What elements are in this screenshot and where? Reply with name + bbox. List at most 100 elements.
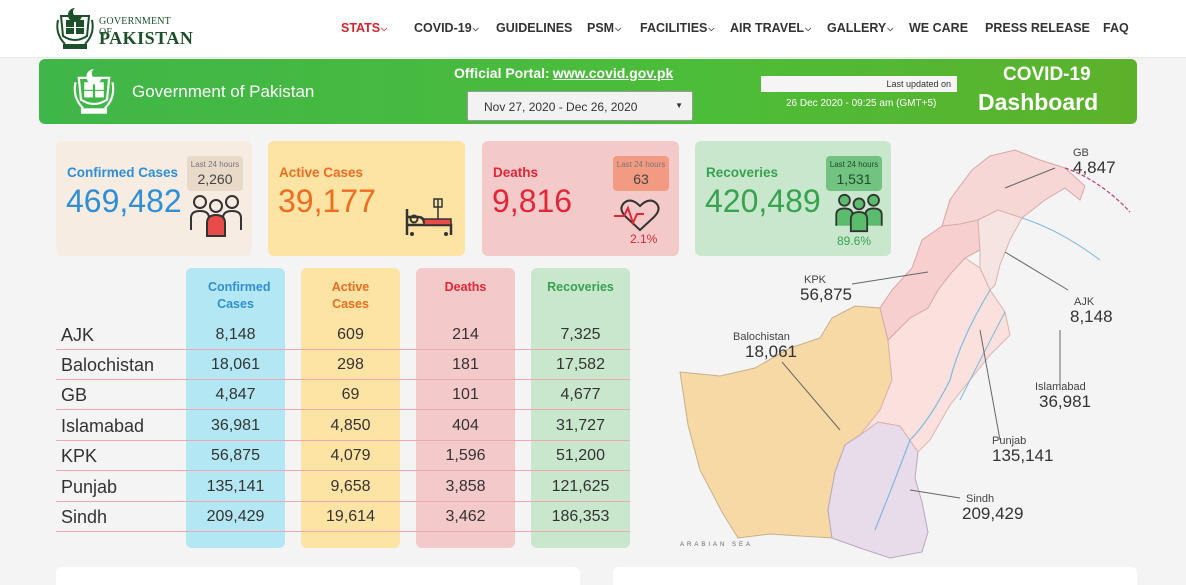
map-label-value: 209,429	[962, 504, 1024, 523]
chevron-down-icon: ⌵	[805, 24, 812, 33]
logo-line1: GOVERNMENT OF	[99, 16, 171, 38]
pakistan-emblem-icon	[73, 69, 115, 114]
nav-guidelines-label: GUIDELINES	[496, 21, 573, 35]
map-label-value: 4,847	[1073, 158, 1116, 177]
deaths-value: 214	[452, 326, 479, 343]
dashboard-banner: Government of Pakistan Official Portal: w…	[39, 59, 1137, 124]
pakistan-map[interactable]: ARABIAN SEA	[660, 140, 1160, 560]
confirmed-value: 209,429	[206, 508, 265, 525]
map-label-sindh: Sindh 209,429	[962, 493, 1023, 523]
column-header-active: Active Cases	[331, 280, 370, 311]
top-navbar: GOVERNMENT OF PAKISTAN STATS⌵ COVID-19⌵ …	[0, 0, 1186, 58]
logo-line2: PAKISTAN	[99, 28, 194, 48]
map-label-value: 8,148	[1070, 307, 1113, 326]
dashboard-title-line2: Dashboard	[978, 89, 1099, 115]
date-range-select[interactable]: Nov 27, 2020 - Dec 26, 2020 ▼	[467, 91, 693, 121]
nav-faq[interactable]: FAQ	[1103, 21, 1129, 35]
last24-value: 1,531	[836, 171, 872, 187]
nav-facilities[interactable]: FACILITIES⌵	[640, 21, 714, 35]
map-label-name: Sindh	[966, 493, 995, 505]
region-name: Islamabad	[61, 416, 145, 436]
last24-label: Last 24 hours	[829, 160, 879, 169]
nav-covid19[interactable]: COVID-19⌵	[414, 21, 479, 35]
map-label-name: KPK	[804, 274, 827, 286]
map-label-name: Islamabad	[1035, 381, 1086, 393]
banner-title: Government of Pakistan	[132, 82, 315, 101]
dashboard-title-line1: COVID-19	[1003, 64, 1091, 85]
death-rate: 2.1%	[630, 232, 658, 246]
card-title: Deaths	[493, 165, 539, 180]
recoveries-value: 4,677	[560, 386, 601, 403]
card-value: 420,489	[705, 183, 821, 219]
recoveries-value: 31,727	[556, 417, 605, 434]
recoveries-value: 186,353	[551, 508, 610, 525]
recoveries-card: Recoveries 420,489 Last 24 hours 1,531 8…	[695, 141, 891, 256]
card-title: Active Cases	[279, 165, 364, 180]
last-updated-label: Last updated on	[761, 76, 957, 92]
map-label-gb: GB 4,847	[1073, 147, 1116, 177]
date-range-value: Nov 27, 2020 - Dec 26, 2020	[484, 100, 638, 114]
table-row: Islamabad 36,981 4,850 404 31,727	[56, 411, 630, 441]
region-name: Balochistan	[61, 355, 155, 375]
map-region-ajk[interactable]	[977, 209, 1023, 291]
nav-gallery[interactable]: GALLERY⌵	[827, 21, 893, 35]
gov-logo[interactable]: GOVERNMENT OF PAKISTAN	[55, 6, 193, 52]
active-value: 4,079	[330, 447, 371, 464]
deaths-value: 101	[452, 386, 479, 403]
table-row: AJK 8,148 609 214 7,325	[56, 320, 630, 350]
map-label-balochistan: Balochistan 18,061	[733, 331, 797, 361]
hospital-bed-icon	[405, 198, 453, 236]
deaths-card: Deaths 9,816 Last 24 hours 63 2.1%	[482, 141, 679, 256]
deaths-value: 3,462	[445, 508, 486, 525]
table-row: KPK 56,875 4,079 1,596 51,200	[56, 441, 630, 471]
nav-facilities-label: FACILITIES	[640, 21, 708, 35]
region-name: Sindh	[61, 507, 108, 527]
nav-psm-label: PSM	[587, 21, 615, 35]
region-name: AJK	[61, 325, 95, 345]
card-value: 9,816	[492, 183, 573, 219]
confirmed-value: 135,141	[206, 478, 265, 495]
last-updated-time: 26 Dec 2020 - 09:25 am (GMT+5)	[786, 98, 937, 109]
table-row: Balochistan 18,061 298 181 17,582	[56, 350, 630, 380]
card-title: Recoveries	[706, 165, 779, 180]
column-header-confirmed: Confirmed Cases	[208, 280, 271, 311]
last24-badge: Last 24 hours 2,260	[187, 156, 243, 191]
portal-link[interactable]: www.covid.gov.pk	[552, 65, 674, 81]
active-value: 298	[337, 356, 364, 373]
nav-we-care[interactable]: WE CARE	[909, 21, 968, 35]
recoveries-value: 17,582	[556, 356, 605, 373]
deaths-value: 404	[452, 417, 479, 434]
bottom-panel-left	[56, 567, 580, 585]
nav-air-travel[interactable]: AIR TRAVEL⌵	[730, 21, 811, 35]
nav-stats[interactable]: STATS⌵	[341, 21, 387, 35]
chevron-down-icon: ⌵	[708, 24, 715, 33]
active-value: 69	[341, 386, 360, 403]
map-label-name: Punjab	[992, 435, 1027, 447]
map-label-value: 135,141	[992, 446, 1054, 465]
nav-press-release-label: PRESS RELEASE	[985, 21, 1090, 35]
nav-press-release[interactable]: PRESS RELEASE	[985, 21, 1090, 35]
chevron-down-icon: ⌵	[472, 24, 479, 33]
nav-guidelines[interactable]: GUIDELINES	[496, 21, 572, 35]
recovery-rate: 89.6%	[837, 234, 872, 248]
chevron-down-icon: ⌵	[887, 24, 894, 33]
chevron-down-icon: ⌵	[615, 24, 622, 33]
map-label-name: Balochistan	[733, 331, 790, 343]
card-value: 39,177	[278, 183, 376, 219]
deaths-value: 181	[452, 356, 479, 373]
confirmed-value: 18,061	[211, 356, 260, 373]
confirmed-value: 36,981	[211, 417, 260, 434]
map-label-value: 56,875	[800, 285, 852, 304]
region-name: KPK	[61, 446, 98, 466]
deaths-value: 3,858	[445, 478, 486, 495]
people-group-icon	[190, 195, 242, 237]
recoveries-value: 7,325	[560, 326, 601, 343]
last24-label: Last 24 hours	[616, 160, 666, 169]
nav-covid19-label: COVID-19	[414, 21, 472, 35]
confirmed-value: 4,847	[215, 386, 256, 403]
active-value: 609	[337, 326, 364, 343]
nav-psm[interactable]: PSM⌵	[587, 21, 621, 35]
map-region-gb[interactable]	[941, 149, 1086, 227]
map-label-value: 36,981	[1039, 392, 1091, 411]
recoveries-value: 121,625	[551, 478, 610, 495]
